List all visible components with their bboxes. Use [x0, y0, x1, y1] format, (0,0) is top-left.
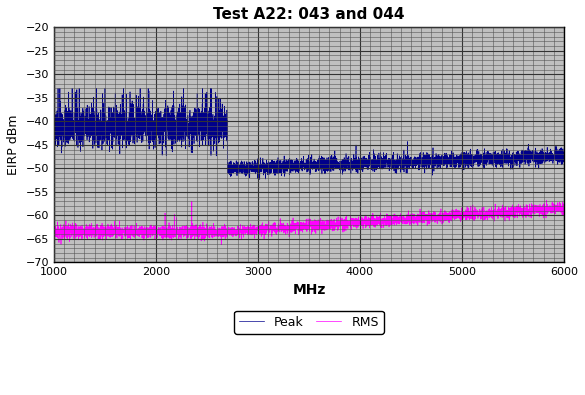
RMS [470, 212, 477, 216]
Peak [356, 162, 363, 166]
RMS [143, 227, 150, 231]
RMS [382, 217, 389, 222]
Y-axis label: EIRP dBm: EIRP dBm [7, 115, 20, 175]
X-axis label: MHz: MHz [292, 283, 326, 297]
RMS [356, 222, 363, 227]
Legend: Peak, RMS: Peak, RMS [234, 310, 384, 334]
Peak [256, 177, 263, 182]
Line: Peak: Peak [54, 88, 564, 179]
Line: RMS: RMS [54, 200, 564, 245]
Peak [50, 121, 57, 126]
Peak [470, 154, 477, 158]
Peak [383, 160, 390, 165]
Peak [431, 160, 438, 164]
RMS [543, 198, 550, 203]
RMS [245, 226, 252, 231]
RMS [218, 242, 225, 247]
Peak [143, 105, 150, 110]
RMS [50, 230, 57, 235]
Peak [560, 156, 567, 160]
RMS [560, 208, 567, 213]
Peak [245, 171, 252, 175]
Peak [54, 86, 61, 91]
RMS [431, 210, 438, 215]
Title: Test A22: 043 and 044: Test A22: 043 and 044 [213, 7, 405, 22]
